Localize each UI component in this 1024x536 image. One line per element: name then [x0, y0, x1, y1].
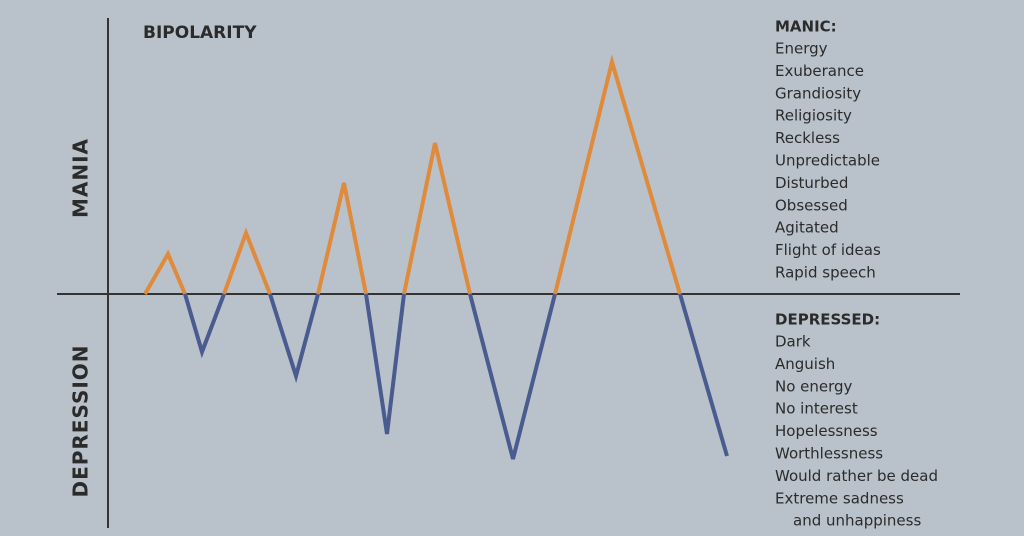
axis-label: DEPRESSION [69, 344, 93, 497]
list-item: Unpredictable [775, 152, 880, 170]
list-item: Grandiosity [775, 84, 861, 102]
depression-trough [183, 293, 226, 359]
list-item: Would rather be dead [775, 467, 938, 485]
mania-peak [553, 54, 682, 295]
list-item: Hopelessness [775, 422, 878, 440]
list-item: No energy [775, 377, 853, 395]
list-item: No interest [775, 400, 858, 418]
list-item: Agitated [775, 219, 839, 237]
list-item: Religiosity [775, 107, 852, 125]
mania-peak [143, 249, 187, 295]
title: BIPOLARITY [143, 23, 257, 43]
list-item: Anguish [775, 355, 835, 373]
mania-peak [402, 142, 472, 295]
list-item: Worthlessness [775, 445, 883, 463]
list-item: Extreme sadness [775, 489, 904, 507]
depression-trough [364, 293, 406, 435]
list-heading: DEPRESSED: [775, 311, 880, 329]
list-item: Disturbed [775, 174, 848, 192]
list-item: Flight of ideas [775, 241, 881, 259]
list-item: Reckless [775, 129, 840, 147]
depression-trough [678, 293, 729, 457]
list-item: and unhappiness [793, 512, 921, 530]
depression-trough [468, 293, 557, 460]
mania-peak [222, 227, 272, 295]
depression-trough [268, 293, 320, 384]
axis-label: MANIA [69, 138, 93, 218]
mania-peak [316, 182, 368, 295]
list-item: Obsessed [775, 196, 848, 214]
list-heading: MANIC: [775, 18, 837, 36]
list-item: Exuberance [775, 62, 864, 80]
list-item: Energy [775, 40, 828, 58]
list-item: Dark [775, 333, 811, 351]
list-item: Rapid speech [775, 264, 876, 282]
